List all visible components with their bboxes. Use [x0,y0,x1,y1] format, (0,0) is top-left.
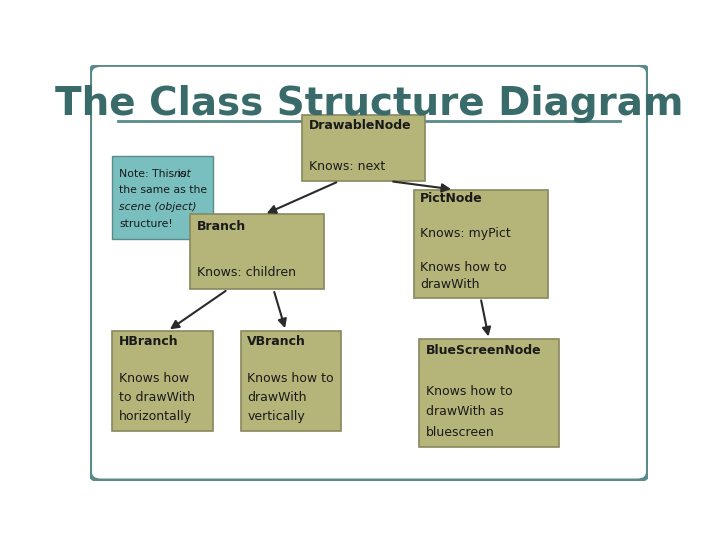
Text: horizontally: horizontally [119,410,192,423]
Text: Knows how to: Knows how to [420,261,507,274]
Text: BlueScreenNode: BlueScreenNode [426,344,541,357]
Text: scene (object): scene (object) [119,202,197,212]
Text: The Class Structure Diagram: The Class Structure Diagram [55,85,683,123]
FancyBboxPatch shape [419,339,559,447]
Text: VBranch: VBranch [248,335,306,348]
Text: Knows how to: Knows how to [248,373,334,386]
FancyBboxPatch shape [190,214,324,289]
Text: not: not [174,168,192,179]
FancyBboxPatch shape [413,190,547,298]
Text: Knows how: Knows how [119,373,189,386]
FancyBboxPatch shape [240,331,341,431]
Text: bluescreen: bluescreen [426,426,495,438]
Text: drawWith: drawWith [248,392,307,404]
Text: Knows: next: Knows: next [309,160,385,173]
Text: Branch: Branch [197,220,246,233]
Text: drawWith: drawWith [420,278,480,291]
Text: the same as the: the same as the [119,185,207,195]
FancyBboxPatch shape [112,156,213,239]
FancyBboxPatch shape [90,65,648,481]
Text: vertically: vertically [248,410,305,423]
Text: Knows: myPict: Knows: myPict [420,227,511,240]
FancyBboxPatch shape [112,331,213,431]
Text: PictNode: PictNode [420,192,483,206]
Text: Note: This is: Note: This is [119,168,190,179]
Text: drawWith as: drawWith as [426,405,504,418]
Text: Knows how to: Knows how to [426,384,513,398]
Text: DrawableNode: DrawableNode [309,119,411,132]
Text: Knows: children: Knows: children [197,266,296,279]
Text: structure!: structure! [119,219,173,228]
Text: to drawWith: to drawWith [119,392,195,404]
Text: HBranch: HBranch [119,335,179,348]
FancyBboxPatch shape [302,114,425,181]
